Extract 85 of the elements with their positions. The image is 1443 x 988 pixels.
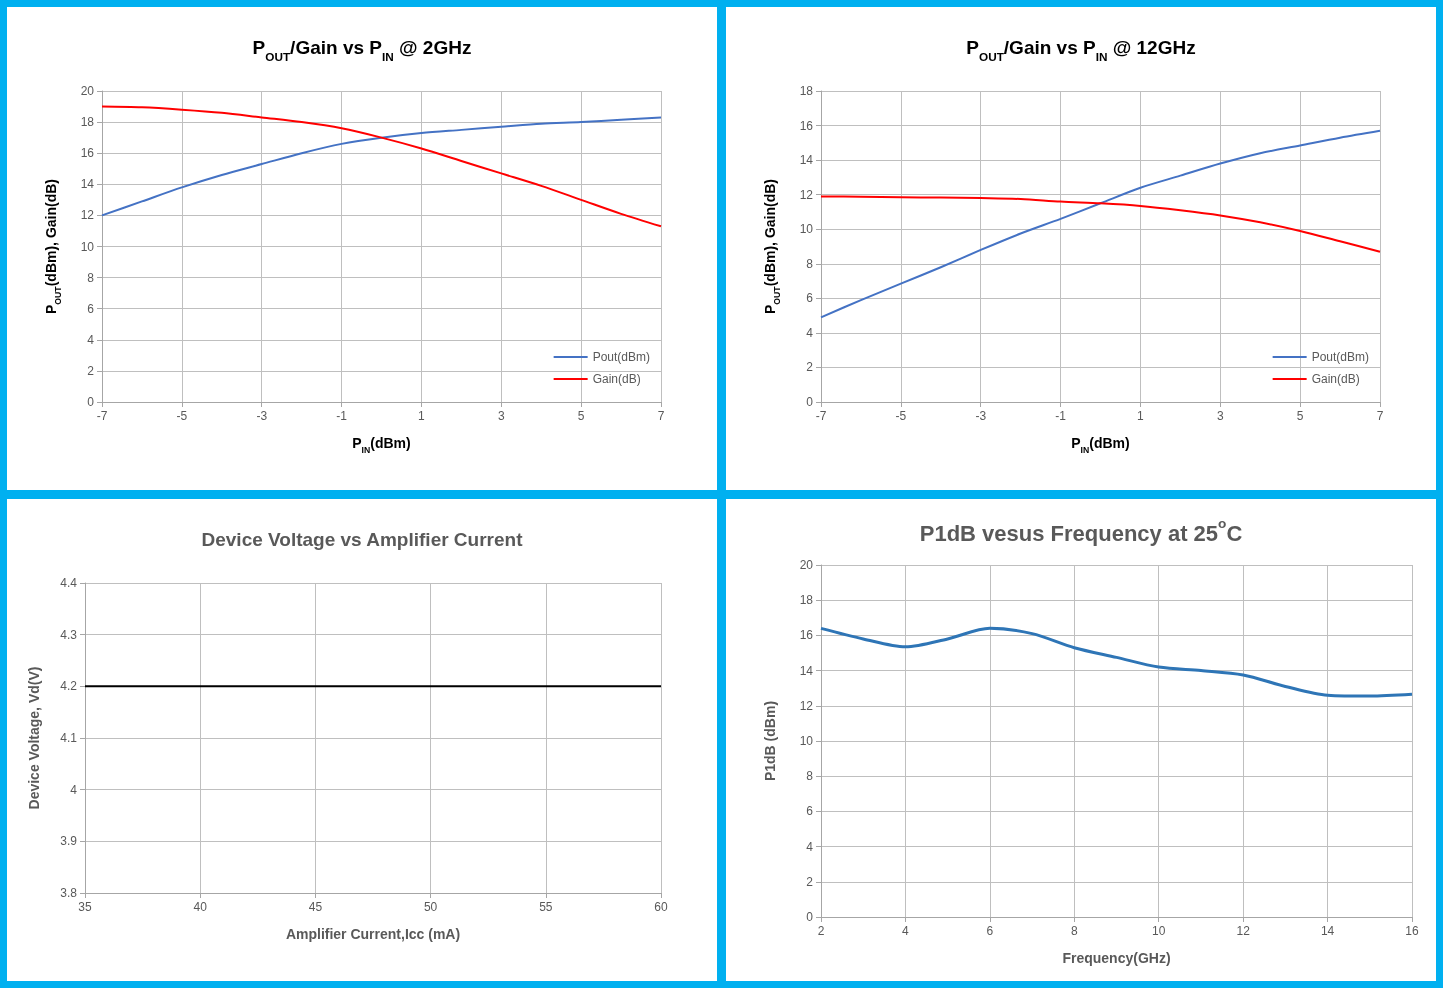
y-tick-label: 18 <box>80 115 95 130</box>
y-axis-title: P1dB (dBm) <box>761 700 778 782</box>
x-tick-label: 45 <box>308 900 323 914</box>
y-tick-label: 4 <box>806 839 814 854</box>
x-tick-label: 6 <box>986 924 994 938</box>
x-tick-label: 55 <box>539 900 553 914</box>
y-tick-label: 14 <box>80 177 95 192</box>
x-tick-label: 7 <box>1376 409 1384 423</box>
y-tick-label: 8 <box>806 256 814 271</box>
x-tick-label: 3 <box>497 409 505 423</box>
y-tick-label: 12 <box>799 698 814 713</box>
y-tick-label: 4.1 <box>60 731 78 745</box>
y-tick-label: 20 <box>799 558 814 572</box>
y-tick-label: 0 <box>87 395 95 409</box>
x-tick-label: 8 <box>1070 924 1078 938</box>
legend-label: Gain(dB) <box>1311 372 1360 386</box>
x-axis-title: Amplifier Current,Icc (mA) <box>285 926 461 943</box>
x-tick-label: -1 <box>336 409 348 423</box>
y-tick-label: 3.8 <box>60 886 78 900</box>
y-tick-label: 10 <box>80 239 95 254</box>
y-tick-label: 8 <box>806 769 814 784</box>
y-tick-label: 18 <box>799 84 814 98</box>
y-tick-label: 16 <box>799 628 814 643</box>
x-tick-label: -5 <box>895 409 907 423</box>
y-tick-label: 2 <box>806 874 814 889</box>
x-tick-label: 1 <box>1137 409 1145 423</box>
x-tick-label: 16 <box>1405 924 1419 938</box>
y-axis-title: Device Voltage, Vd(V) <box>25 666 42 810</box>
y-tick-label: 2 <box>806 360 814 375</box>
x-tick-label: 14 <box>1320 924 1335 938</box>
line-series <box>101 105 662 228</box>
y-tick-label: 4 <box>87 332 95 347</box>
x-tick-label: -3 <box>256 409 268 423</box>
y-tick-label: 3.9 <box>60 834 78 849</box>
y-tick-label: 14 <box>799 663 814 678</box>
x-tick-label: 12 <box>1236 924 1251 938</box>
y-tick-label: 6 <box>87 301 95 316</box>
x-tick-label: 40 <box>193 900 208 914</box>
y-tick-label: 0 <box>806 910 814 924</box>
x-tick-label: -3 <box>975 409 987 423</box>
x-tick-label: 3 <box>1216 409 1224 423</box>
y-tick-label: 12 <box>80 208 95 223</box>
y-tick-label: 8 <box>87 270 95 285</box>
y-tick-label: 0 <box>806 395 814 409</box>
y-axis-title: POUT(dBm), Gain(dB) <box>42 179 63 314</box>
chart-title: Device Voltage vs Amplifier Current <box>201 528 524 550</box>
x-tick-label: 35 <box>78 900 92 914</box>
x-tick-label: 1 <box>418 409 426 423</box>
x-tick-label: 10 <box>1152 924 1166 938</box>
y-tick-label: 20 <box>80 84 95 98</box>
x-tick-label: 60 <box>654 900 668 914</box>
y-tick-label: 4 <box>806 325 814 340</box>
y-tick-label: 10 <box>799 734 814 748</box>
y-tick-label: 10 <box>799 222 814 237</box>
y-tick-label: 4 <box>70 782 78 797</box>
x-tick-label: -7 <box>96 409 108 423</box>
legend-label: Pout(dBm) <box>1311 350 1370 364</box>
y-tick-label: 6 <box>806 291 814 306</box>
y-tick-label: 2 <box>87 363 95 378</box>
y-tick-label: 4.3 <box>60 627 78 642</box>
y-tick-label: 6 <box>806 804 814 819</box>
y-tick-label: 4.4 <box>60 576 78 590</box>
x-tick-label: -7 <box>815 409 827 423</box>
y-tick-label: 16 <box>80 146 95 161</box>
line-series <box>820 195 1381 253</box>
x-tick-label: 5 <box>577 409 585 423</box>
x-tick-label: 50 <box>423 900 438 914</box>
y-tick-label: 14 <box>799 153 814 168</box>
legend-label: Pout(dBm) <box>592 350 651 364</box>
y-tick-label: 16 <box>799 118 814 133</box>
line-series <box>819 626 1414 698</box>
legend-label: Gain(dB) <box>592 372 641 386</box>
x-tick-label: 2 <box>817 924 825 938</box>
line-series <box>101 116 662 217</box>
y-tick-label: 18 <box>799 593 814 608</box>
y-axis-title: POUT(dBm), Gain(dB) <box>761 179 782 314</box>
x-tick-label: 7 <box>657 409 665 423</box>
y-tick-label: 12 <box>799 187 814 202</box>
x-tick-label: 4 <box>902 924 910 938</box>
x-axis-title: Frequency(GHz) <box>1062 950 1171 967</box>
y-tick-label: 4.2 <box>60 679 78 694</box>
x-tick-label: -1 <box>1055 409 1067 423</box>
x-tick-label: 5 <box>1296 409 1304 423</box>
x-tick-label: -5 <box>176 409 188 423</box>
line-series <box>820 129 1381 319</box>
